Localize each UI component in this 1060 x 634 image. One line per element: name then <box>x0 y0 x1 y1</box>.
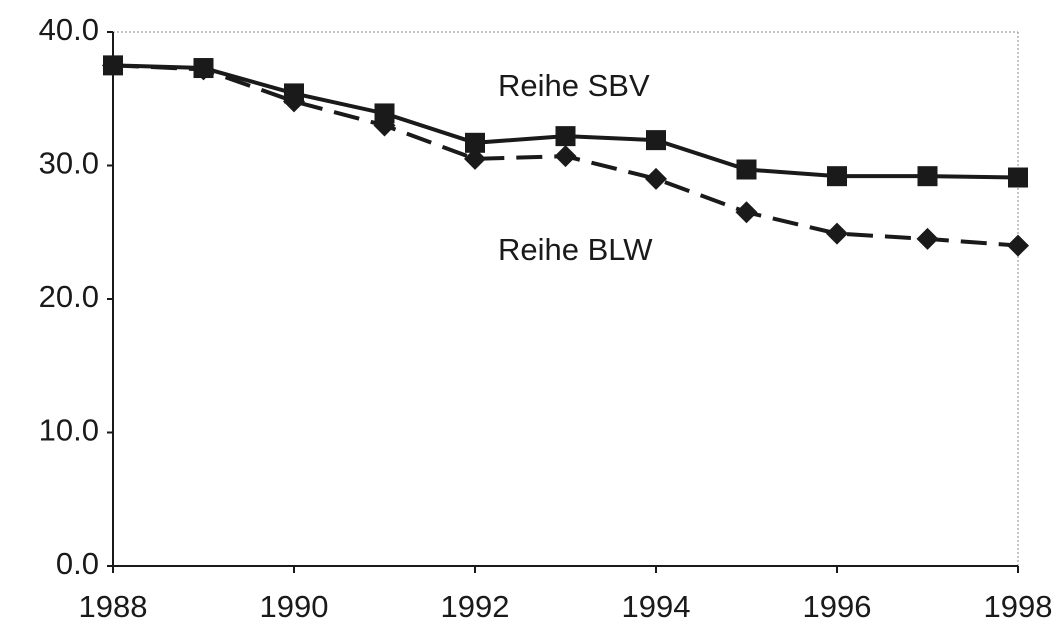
marker <box>1008 167 1028 188</box>
marker <box>283 90 305 113</box>
marker <box>102 54 124 77</box>
marker <box>192 58 215 81</box>
series-label: Reihe BLW <box>498 232 653 267</box>
marker <box>1007 234 1029 257</box>
y-tick-label: 20.0 <box>39 279 99 314</box>
marker <box>736 159 757 180</box>
marker <box>826 222 848 245</box>
marker <box>735 201 758 224</box>
series-label: Reihe SBV <box>498 68 650 103</box>
marker <box>554 145 577 168</box>
x-tick-label: 1988 <box>79 589 148 624</box>
marker <box>374 103 395 124</box>
x-tick-label: 1994 <box>622 589 691 624</box>
x-tick-label: 1992 <box>441 589 510 624</box>
marker <box>916 227 939 250</box>
marker <box>645 167 667 190</box>
marker <box>646 130 666 151</box>
x-tick-label: 1996 <box>803 589 872 624</box>
marker <box>373 114 396 137</box>
marker <box>465 132 485 153</box>
marker <box>917 166 938 187</box>
x-tick-label: 1990 <box>260 589 329 624</box>
marker <box>827 166 847 187</box>
y-tick-label: 30.0 <box>39 146 99 181</box>
y-tick-label: 10.0 <box>39 413 99 448</box>
y-tick-label: 0.0 <box>56 546 99 581</box>
x-tick-label: 1998 <box>984 589 1053 624</box>
y-tick-label: 40.0 <box>39 12 99 47</box>
marker <box>555 126 576 147</box>
marker <box>464 147 486 170</box>
